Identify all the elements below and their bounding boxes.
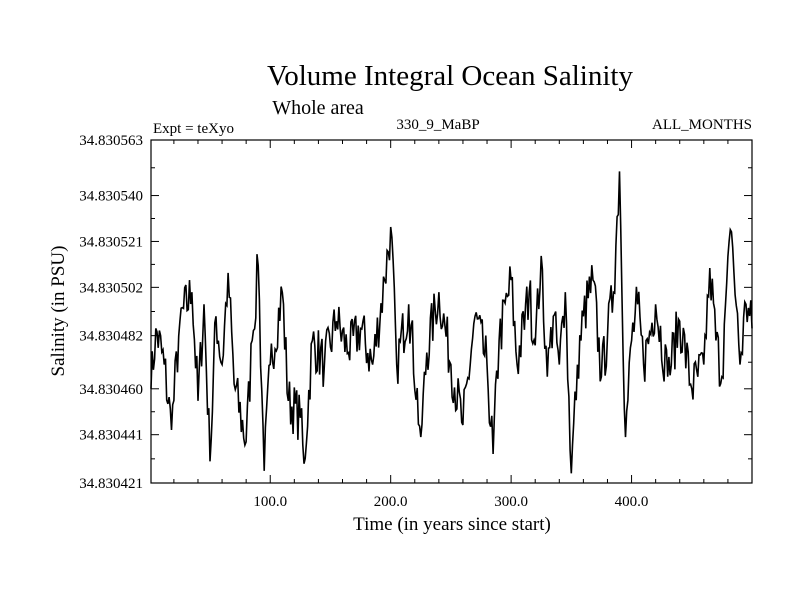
y-tick-label: 34.830421 <box>79 476 143 492</box>
y-tick-label: 34.830521 <box>79 234 143 250</box>
y-tick-label: 34.830540 <box>79 189 143 205</box>
x-axis-label: Time (in years since start) <box>353 514 551 535</box>
header-left-label: Expt = teXyo <box>153 121 234 137</box>
salinity-series-line <box>150 171 753 474</box>
y-tick-label: 34.830563 <box>79 133 143 149</box>
x-tick-label: 100.0 <box>253 494 287 510</box>
chart-subtitle: Whole area <box>272 97 364 119</box>
y-tick-label: 34.830502 <box>79 280 143 296</box>
y-tick-label: 34.830441 <box>79 428 143 444</box>
series-layer <box>150 171 753 474</box>
x-tick-label: 300.0 <box>494 494 528 510</box>
header-center-label: 330_9_MaBP <box>396 117 479 133</box>
chart-title: Volume Integral Ocean Salinity <box>267 60 633 92</box>
plot-frame <box>150 139 753 484</box>
x-tick-label: 400.0 <box>615 494 649 510</box>
y-axis-label: Salinity (in PSU) <box>48 246 69 377</box>
y-tick-label: 34.830482 <box>79 329 143 345</box>
header-right-label: ALL_MONTHS <box>652 117 752 133</box>
x-tick-label: 200.0 <box>374 494 408 510</box>
y-tick-label: 34.830460 <box>79 382 143 398</box>
axes-layer: 100.0 200.0 300.0 400.0 34.830421 34.830441 34… <box>79 133 753 510</box>
